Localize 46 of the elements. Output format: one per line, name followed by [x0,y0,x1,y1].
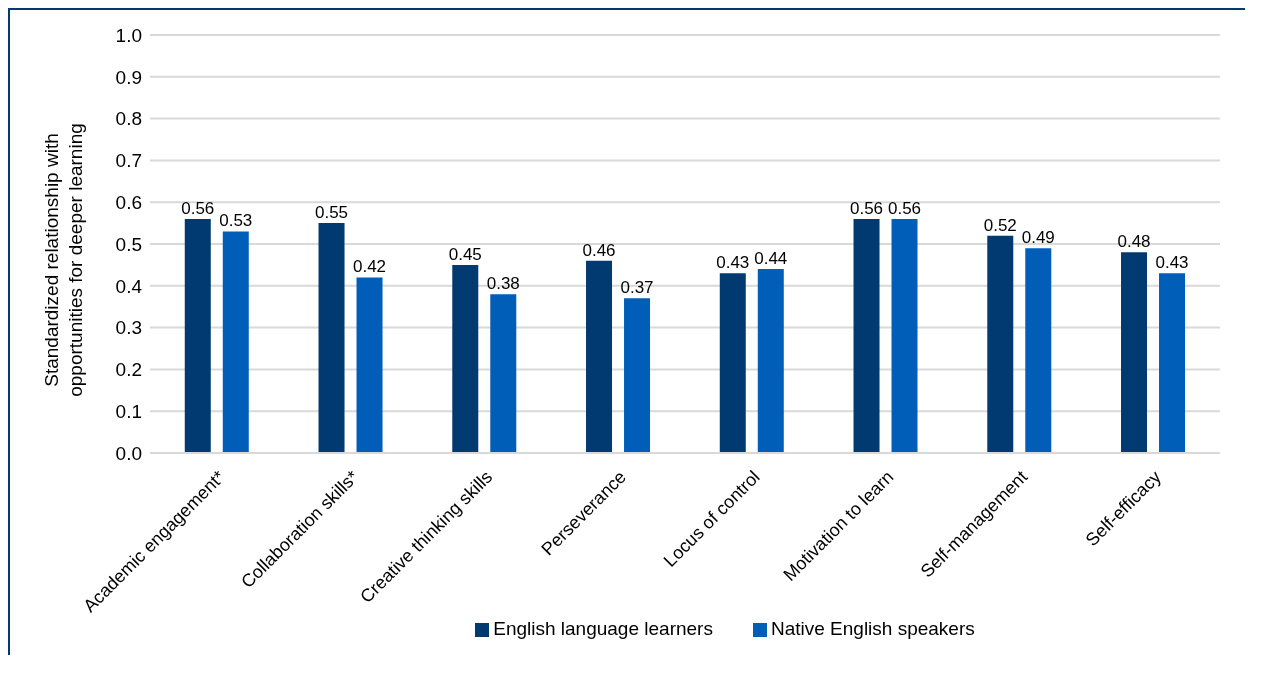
data-label: 0.42 [352,257,387,277]
legend-label: English language learners [493,618,713,639]
y-tick-label: 0.2 [115,359,142,381]
data-label: 0.43 [1155,253,1189,273]
bar [987,235,1014,453]
bar [490,294,517,453]
y-tick-label: 0.7 [115,150,142,172]
y-tick-label: 0.8 [115,108,142,130]
data-label: 0.49 [1021,228,1055,248]
y-tick-label: 0.9 [115,66,142,88]
y-tick-label: 0.3 [115,317,142,339]
y-tick-label: 0.6 [115,191,142,213]
bar [184,218,211,453]
bar [853,218,880,453]
bar [719,273,746,453]
y-axis-title: Standardized relationship with opportunities for deeper learning [40,122,87,399]
data-label: 0.56 [887,198,922,218]
bar [1025,248,1052,453]
data-label: 0.56 [181,198,215,218]
y-tick-label: 0.4 [115,275,143,297]
bar [1159,273,1186,453]
data-label: 0.45 [448,244,482,264]
data-label: 0.53 [219,211,253,231]
data-label: 0.48 [1117,232,1151,252]
data-label: 0.38 [486,274,520,294]
bar [624,298,651,453]
data-label: 0.46 [582,240,616,260]
data-label: 0.43 [716,253,750,273]
bar [1121,252,1148,453]
y-tick-label: 1.0 [115,24,142,46]
y-tick-label: 0.0 [115,442,142,464]
data-label: 0.37 [620,278,654,298]
bar [586,260,613,453]
data-label: 0.52 [983,215,1017,235]
y-tick-label: 0.5 [115,233,142,255]
bar [356,277,383,453]
data-label: 0.44 [754,249,788,269]
bar [757,269,784,453]
bar [222,231,249,453]
data-label: 0.56 [849,198,884,218]
y-tick-label: 0.1 [115,400,142,422]
bar [452,264,479,453]
bar [891,218,918,453]
legend-label: Native English speakers [770,618,975,639]
data-label: 0.55 [314,203,349,223]
bar [318,223,345,453]
